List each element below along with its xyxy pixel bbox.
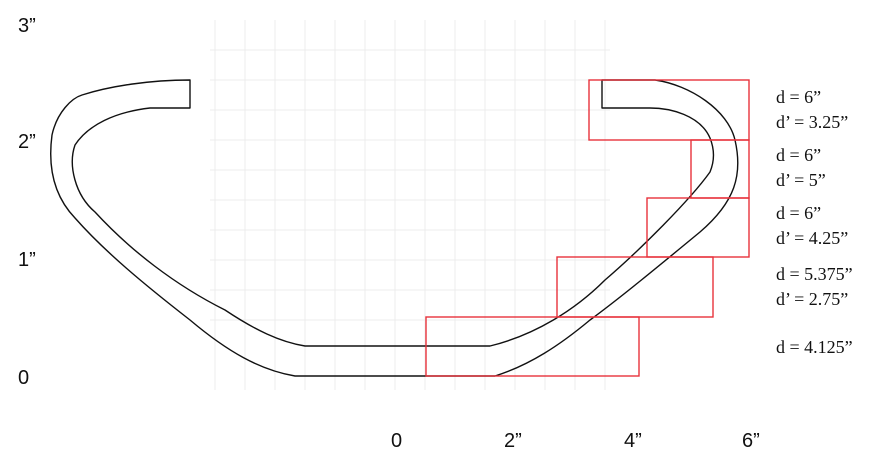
y-axis-label-2: 2” — [18, 131, 36, 153]
y-axis-label-1: 1” — [18, 249, 36, 271]
x-axis-label-6: 6” — [742, 430, 760, 452]
background-grid — [210, 20, 610, 390]
section-box-2 — [690, 139, 750, 199]
section-box-1 — [588, 79, 750, 141]
annotation-2-d: d = 6” — [776, 145, 821, 165]
annotation-3-d: d = 6” — [776, 203, 821, 223]
annotation-4-dp: d’ = 2.75” — [776, 289, 848, 309]
annotation-3-dp: d’ = 4.25” — [776, 228, 848, 248]
annotation-4-d: d = 5.375” — [776, 264, 853, 284]
annotation-1-dp: d’ = 3.25” — [776, 112, 848, 132]
annotation-5-d: d = 4.125” — [776, 337, 853, 357]
section-box-4 — [556, 256, 714, 318]
y-axis-label-3: 3” — [18, 15, 36, 37]
annotation-2-dp: d’ = 5” — [776, 170, 826, 190]
profile-outline — [50, 79, 739, 377]
section-box-3 — [646, 197, 750, 258]
x-axis-label-2: 2” — [504, 430, 522, 452]
y-axis-label-0: 0 — [18, 367, 29, 389]
x-axis-label-4: 4” — [624, 430, 642, 452]
annotation-1-d: d = 6” — [776, 87, 821, 107]
section-box-5 — [425, 316, 640, 377]
x-axis-label-0: 0 — [391, 430, 402, 452]
